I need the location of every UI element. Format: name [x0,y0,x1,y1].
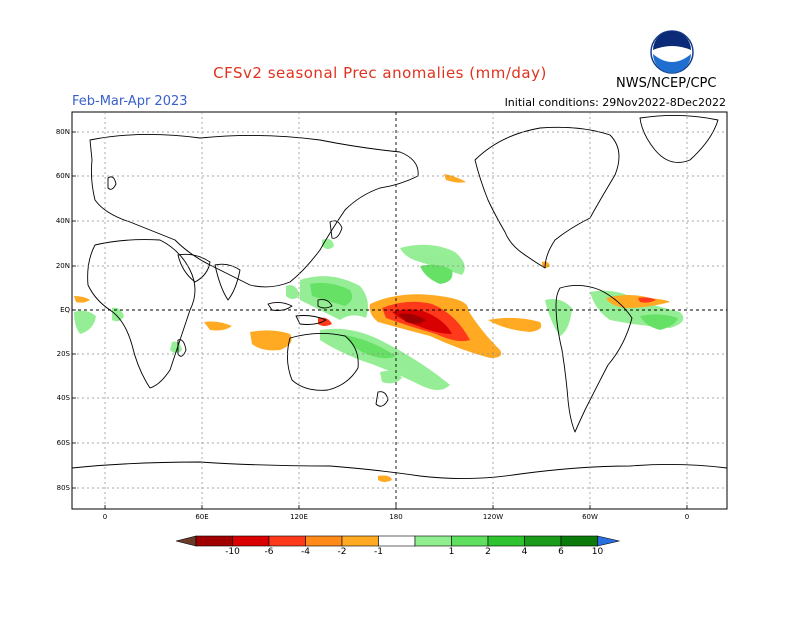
colorbar-label: 4 [521,547,528,557]
lat-label: EQ [60,306,70,314]
lat-label: 60N [55,172,70,180]
agency-label: NWS/NCEP/CPC [616,76,717,91]
colorbar-label: 2 [485,547,491,557]
lon-label: 0 [102,513,108,521]
coastlines [71,114,728,480]
colorbar-label: 1 [448,547,455,557]
colorbar-label: -1 [374,547,383,557]
lat-label: 20S [56,350,70,358]
lon-label: 120W [482,513,504,521]
axis-ticks [72,131,688,509]
lon-label: 120E [290,513,308,521]
colorbar-label: 10 [591,547,604,557]
longitude-gridlines [104,112,688,509]
colorbar-label: -2 [337,547,347,557]
colorbar-label: -10 [225,547,240,557]
lat-label: 80S [56,484,70,492]
lon-label: 60E [195,513,209,521]
lon-label: 60W [582,513,598,521]
lat-label: 40N [55,217,70,225]
noaa-logo-icon: NOAA [650,30,694,74]
lat-label: 40S [56,394,70,402]
lat-label: 60S [56,439,70,447]
lon-label: 180 [389,513,403,521]
lat-label: 20N [55,262,70,270]
initial-conditions-label: Initial conditions: 29Nov2022-8Dec2022 [504,96,726,109]
colorbar-label: -4 [301,547,310,557]
lat-label: 80N [55,128,70,136]
chart-title: CFSv2 seasonal Prec anomalies (mm/day) [213,64,547,82]
season-label: Feb-Mar-Apr 2023 [72,94,188,109]
lon-label: 0 [684,513,690,521]
colorbar-label: -6 [264,547,274,557]
svg-text:NOAA: NOAA [659,48,685,57]
colorbar-label: 6 [558,547,564,557]
latitude-gridlines [72,131,727,489]
